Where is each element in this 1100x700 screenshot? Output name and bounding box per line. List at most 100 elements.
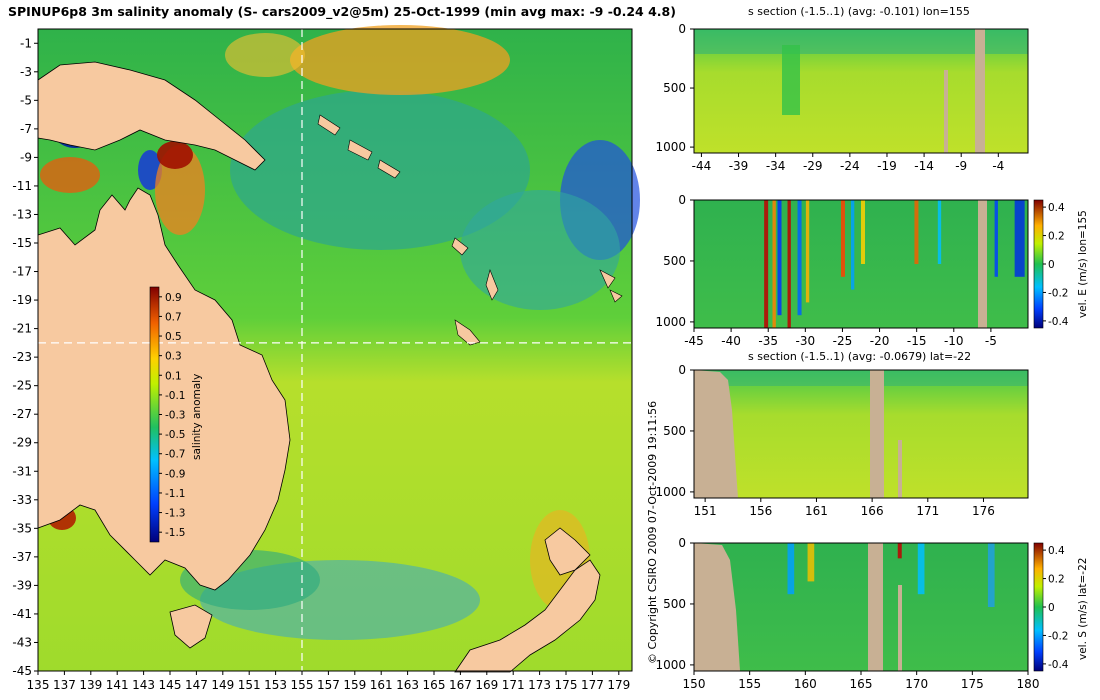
panel3-surface-band [694,370,1028,386]
map-y-tick-label: -43 [12,635,32,649]
panel-x-tick-label: 166 [861,504,884,518]
map-x-tick-label: 135 [27,678,50,692]
map-x-tick-label: 153 [264,678,287,692]
panel-colorbar-tick-label: -0.2 [1048,287,1069,299]
map-blue-patch [460,190,620,310]
panel3-land [870,370,884,498]
panel4-land [868,543,883,671]
map-land-new-guinea [37,61,266,171]
map-land-new-caledonia [454,319,481,346]
panel4-colorbar [1033,542,1044,672]
map-y-tick-label: -3 [20,65,32,79]
map-y-tick-label: -39 [12,578,32,592]
panel3-land [898,440,902,498]
map-x-tick-label: 167 [449,678,472,692]
copyright-notice: © Copyright CSIRO 2009 07-Oct-2009 19:11… [646,400,659,664]
map-y-tick-label: -29 [12,436,32,450]
panel3-frame [693,369,1029,499]
panel1-land [944,70,948,153]
map-x-tick-label: 147 [185,678,208,692]
velocity-stripe [917,543,925,595]
map-colorbar-ticks: 0.9 0.7 0.5 0.3 0.1 -0.1 -0.3 -0.5 -0.7 -0.9 -1.1 -… [159,292,186,539]
map-y-tick-label: -19 [12,293,32,307]
panel-y-tick-label: 0 [678,193,686,207]
panel-x-tick-label: -4 [992,159,1004,173]
map-colorbar-tick-label: -1.1 [165,488,186,500]
panel-s-section-lat: 151 156 161 166 171 176 0 500 1000 [655,363,1029,518]
map-colorbar-tick-label: -0.5 [165,429,186,441]
panel-x-tick-label: -15 [907,334,927,348]
panel-y-tick-label: 1000 [655,140,686,154]
panel3-land [694,370,738,498]
panel-s-section-lon: -44 -39 -34 -29 -24 -19 -14 -9 -4 0 500 1000 [655,22,1029,173]
map-y-tick-label: -15 [12,236,32,250]
map-x-tick-label: 161 [370,678,393,692]
panel-y-tick-label: 500 [663,424,686,438]
map-y-tick-label: -37 [12,550,32,564]
panel-colorbar-tick-label: 0.2 [1048,574,1065,586]
panel-colorbar-tick-label: 0.2 [1048,231,1065,243]
panel-colorbar-tick-label: -0.4 [1048,659,1069,671]
velocity-stripe [772,200,776,328]
map-land-new-zealand-north [544,527,591,576]
map-x-tick-label: 157 [317,678,340,692]
map-x-tick-label: 169 [475,678,498,692]
panel2-side-label: vel. E (m/s) lon=155 [1077,210,1089,318]
map-y-tick-label: -25 [12,379,32,393]
panel-x-tick-label: -9 [955,159,967,173]
panel1-title: s section (-1.5..1) (avg: -0.101) lon=15… [748,5,970,18]
panel-x-tick-label: -39 [729,159,749,173]
panel-x-tick-label: -29 [803,159,823,173]
velocity-stripe [987,543,995,607]
map-x-tick-label: 171 [502,678,525,692]
panel-x-tick-label: -19 [877,159,897,173]
map-colorbar-tick-label: -0.3 [165,410,186,422]
velocity-stripe [807,543,815,582]
map-x-tick-label: 165 [423,678,446,692]
velocity-stripe [897,543,902,559]
map-x-tick-label: 143 [132,678,155,692]
panel-y-tick-label: 500 [663,81,686,95]
panel-colorbar-tick-label: -0.2 [1048,630,1069,642]
panel-x-tick-label: 160 [794,677,817,691]
velocity-stripe [937,200,942,264]
velocity-stripe [797,200,802,316]
map-y-tick-label: -17 [12,265,32,279]
velocity-stripe [840,200,845,277]
map-y-tick-label: -23 [12,350,32,364]
panel-x-tick-label: -25 [833,334,853,348]
panel-colorbar-tick-label: 0 [1048,259,1055,271]
map-colorbar-tick-label: 0.9 [165,292,182,304]
map-x-tick-label: 163 [396,678,419,692]
panel-x-tick-label: -35 [758,334,778,348]
panel-x-tick-label: -24 [840,159,860,173]
panel4-land [694,543,740,671]
map-x-tick-label: 179 [607,678,630,692]
map-land-islands [317,114,623,303]
map-y-tick-label: -33 [12,493,32,507]
map-x-tick-label: 137 [53,678,76,692]
panel-x-tick-label: -10 [944,334,964,348]
map-colorbar-tick-label: 0.3 [165,351,182,363]
panel-y-tick-label: 500 [663,597,686,611]
velocity-stripe [787,543,795,595]
panel-x-tick-label: 161 [805,504,828,518]
panel1-surface-band [694,29,1028,54]
panel2-frame [693,199,1029,329]
map-colorbar-tick-label: -1.3 [165,508,186,520]
map-x-tick-label: 141 [106,678,129,692]
panel-colorbar-tick-label: 0.4 [1048,545,1065,557]
map-y-tick-label: -13 [12,207,32,221]
panel-colorbar-tick-label: 0 [1048,602,1055,614]
map-orange-patch [157,141,193,169]
panel-colorbar-tick-label: 0.4 [1048,202,1065,214]
page-title: SPINUP6p8 3m salinity anomaly (S- cars20… [8,4,676,19]
map-x-tick-label: 149 [211,678,234,692]
panel-vel-s-lat: 150 155 160 165 170 175 180 0 500 1000 0.4 0.2 0 -0.… [655,536,1068,691]
map-colorbar-tick-label: 0.7 [165,311,182,323]
map-y-tick-label: -35 [12,521,32,535]
map-y-tick-label: -1 [20,36,32,50]
map-panel: 135 137 139 141 143 145 147 149 151 153 155 157 159 1… [12,25,640,692]
panel-x-tick-label: 151 [694,504,717,518]
